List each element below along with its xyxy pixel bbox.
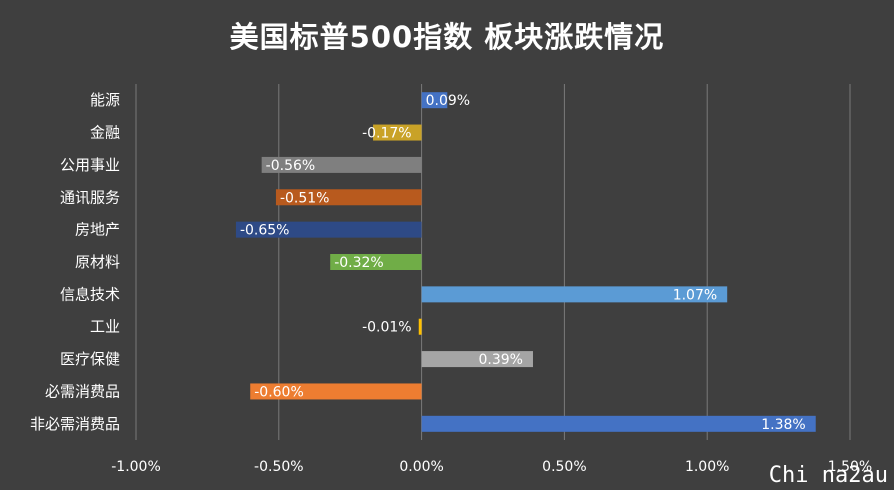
category-label: 能源	[90, 91, 120, 109]
bar	[235, 221, 422, 238]
data-label: 1.07%	[673, 287, 717, 303]
bar	[421, 92, 448, 109]
bar	[275, 189, 422, 206]
data-label: -0.01%	[362, 320, 412, 336]
data-label: 1.38%	[761, 417, 805, 433]
bar	[421, 286, 728, 303]
x-tick-label: 0.00%	[399, 459, 443, 475]
x-tick-label: 1.00%	[685, 459, 729, 475]
category-label: 医疗保健	[60, 350, 120, 368]
bar	[261, 156, 422, 173]
watermark-text: Chi na2au	[768, 463, 888, 488]
category-label: 通讯服务	[60, 188, 120, 206]
category-label: 公用事业	[60, 156, 120, 174]
data-label: -0.60%	[254, 384, 304, 400]
category-label: 原材料	[75, 253, 120, 271]
x-tick-label: -0.50%	[254, 459, 304, 475]
data-label: -0.32%	[334, 255, 384, 271]
bar	[373, 124, 422, 141]
bar	[421, 351, 533, 368]
x-tick-label: 1.50%	[828, 459, 872, 475]
data-label: 0.39%	[478, 352, 522, 368]
category-label: 房地产	[75, 221, 120, 239]
category-label: 金融	[90, 124, 120, 142]
category-label: 信息技术	[60, 285, 120, 303]
x-tick-label: 0.50%	[542, 459, 586, 475]
data-label: -0.17%	[362, 126, 412, 142]
data-label: -0.56%	[266, 158, 316, 174]
category-label: 工业	[90, 318, 120, 336]
chart-title: 美国标普500指数 板块涨跌情况	[229, 20, 665, 54]
bar	[418, 318, 422, 335]
data-label: -0.65%	[240, 223, 290, 239]
data-label: -0.51%	[280, 190, 330, 206]
category-label: 必需消费品	[45, 382, 120, 400]
bar	[421, 415, 816, 432]
x-tick-label: -1.00%	[111, 459, 161, 475]
bar	[330, 254, 422, 270]
data-label: 0.09%	[426, 93, 470, 109]
category-label: 非必需消费品	[30, 415, 120, 433]
bar	[250, 383, 422, 400]
